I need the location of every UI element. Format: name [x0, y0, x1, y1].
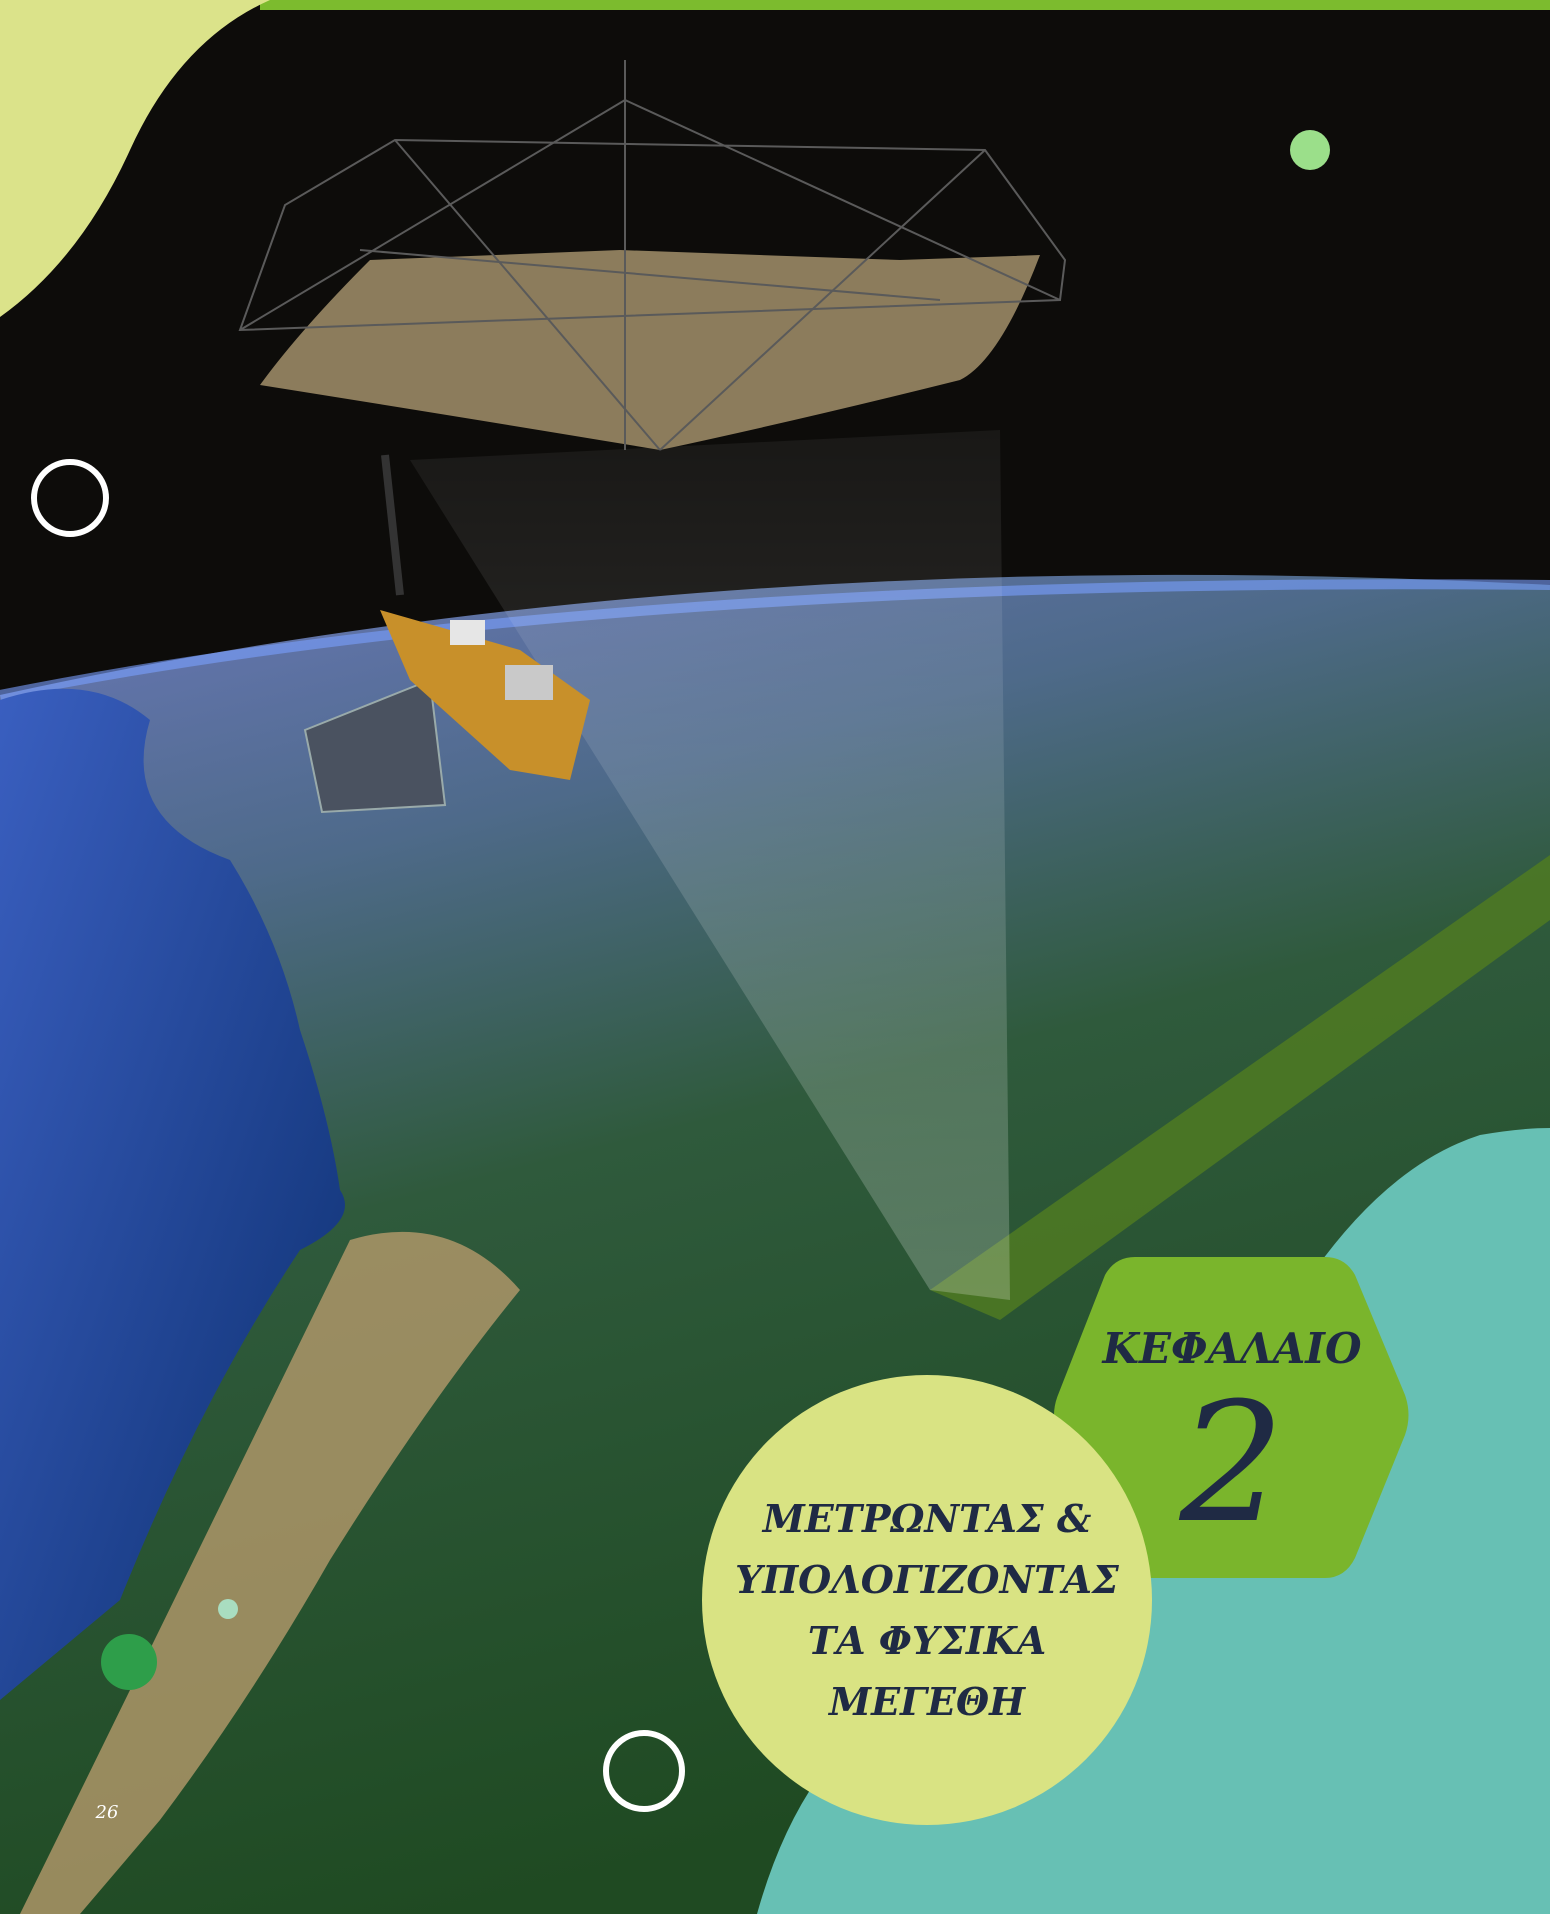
- ring: [31, 459, 109, 537]
- title-circle: [702, 1375, 1152, 1825]
- chapter-label: ΚΕΦΑΛΑΙΟ: [1101, 1324, 1362, 1373]
- title-line: ΥΠΟΛΟΓΙΖΟΝΤΑΣ: [735, 1557, 1120, 1602]
- dot: [1290, 130, 1330, 170]
- top-bar: [260, 0, 1550, 10]
- satellite: [303, 610, 590, 814]
- title-line: ΤΑ ΦΥΣΙΚΑ: [808, 1618, 1046, 1663]
- swath: [930, 855, 1550, 1320]
- corner-blob: [0, 0, 270, 317]
- antenna-reflector: [260, 250, 1040, 450]
- chapter-number: 2: [1179, 1367, 1285, 1559]
- radar-beam: [410, 430, 1010, 1300]
- ring: [603, 1730, 685, 1812]
- title-line: ΜΕΓΕΘΗ: [827, 1679, 1026, 1724]
- river-delta: [20, 1231, 520, 1914]
- title: ΜΕΤΡΩΝΤΑΣ & ΥΠΟΛΟΓΙΖΟΝΤΑΣ ΤΑ ΦΥΣΙΚΑ ΜΕΓΕΘΗ: [735, 1496, 1120, 1724]
- ocean: [0, 688, 345, 1700]
- chapter-hexagon: [1054, 1257, 1409, 1578]
- dot: [218, 1599, 238, 1619]
- dot: [101, 1634, 157, 1690]
- title-line: ΜΕΤΡΩΝΤΑΣ &: [761, 1496, 1092, 1541]
- page-number: 26: [95, 1802, 119, 1823]
- antenna-truss: [238, 60, 1067, 596]
